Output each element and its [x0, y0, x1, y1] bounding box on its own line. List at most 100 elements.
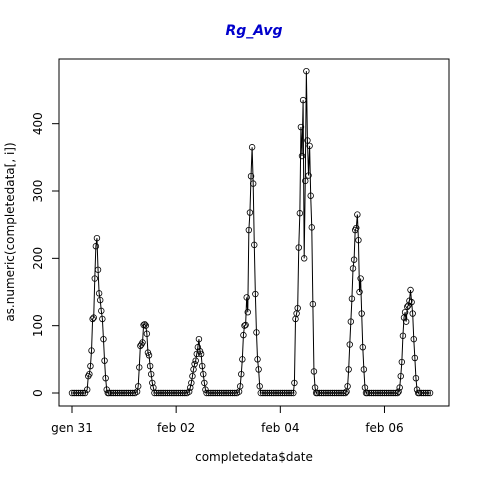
data-point	[251, 241, 258, 249]
data-point	[205, 389, 212, 397]
data-point	[141, 321, 148, 328]
y-tick-label: 0	[31, 389, 45, 397]
data-point	[77, 389, 84, 397]
data-point	[324, 389, 332, 397]
x-tick-label: feb 02	[157, 421, 195, 435]
data-point	[179, 389, 186, 397]
data-point	[102, 374, 109, 382]
data-point	[277, 389, 284, 397]
data-point	[73, 389, 80, 397]
data-point	[120, 389, 128, 397]
data-point	[146, 362, 154, 370]
data-point	[296, 210, 304, 217]
data-point	[207, 389, 215, 397]
data-point	[320, 389, 327, 397]
data-point	[249, 180, 257, 187]
data-point	[181, 389, 189, 397]
data-point	[342, 389, 349, 397]
data-point	[170, 389, 178, 397]
data-point	[353, 224, 360, 232]
data-point	[398, 358, 406, 366]
data-point	[372, 389, 379, 397]
data-point	[166, 389, 173, 397]
data-point	[387, 389, 395, 397]
data-point	[203, 389, 210, 397]
data-point	[279, 389, 286, 397]
data-point	[79, 389, 87, 397]
data-point	[202, 386, 209, 393]
data-point	[368, 389, 375, 397]
data-point	[416, 389, 423, 397]
data-point	[396, 384, 403, 391]
data-point	[305, 172, 312, 179]
data-point	[116, 389, 123, 397]
data-point	[162, 389, 169, 397]
data-point	[242, 321, 249, 329]
data-point	[287, 389, 295, 397]
data-point	[412, 374, 420, 382]
data-point	[347, 318, 355, 325]
data-point	[227, 389, 234, 397]
data-point	[327, 389, 334, 397]
data-point	[360, 366, 368, 373]
data-point	[197, 350, 205, 358]
data-point	[300, 255, 308, 262]
data-point	[333, 389, 340, 397]
data-point	[426, 389, 434, 397]
data-point	[142, 322, 149, 329]
data-point	[340, 389, 347, 397]
data-point	[68, 389, 76, 397]
data-point	[95, 290, 103, 297]
data-point	[354, 211, 361, 218]
data-point	[187, 384, 194, 391]
data-point	[189, 372, 196, 380]
data-point	[257, 389, 264, 397]
data-point	[91, 275, 98, 282]
x-tick-label: feb 04	[261, 421, 299, 435]
data-point	[177, 389, 184, 397]
data-point	[359, 344, 366, 351]
data-point	[418, 389, 425, 397]
data-point	[236, 383, 244, 390]
data-point	[143, 330, 151, 337]
data-point	[355, 236, 362, 244]
data-point	[159, 389, 167, 397]
data-point	[216, 389, 223, 397]
data-point	[192, 357, 199, 364]
data-point	[94, 266, 102, 273]
data-point	[302, 177, 309, 185]
data-point	[168, 389, 176, 397]
data-point	[255, 366, 262, 373]
data-point	[335, 389, 343, 397]
data-point	[157, 389, 165, 397]
data-point	[395, 388, 402, 395]
data-point	[248, 144, 256, 151]
data-point	[383, 389, 390, 397]
data-point	[379, 389, 386, 397]
data-point	[254, 356, 261, 363]
data-point	[83, 386, 91, 393]
data-point	[247, 172, 255, 180]
data-point	[297, 123, 305, 131]
data-point	[285, 389, 293, 397]
data-point	[114, 389, 121, 397]
data-point	[322, 389, 330, 397]
data-point	[188, 379, 195, 387]
data-point	[200, 370, 207, 378]
data-point	[239, 356, 246, 363]
data-point	[259, 389, 267, 397]
data-point	[402, 318, 410, 325]
data-point	[144, 349, 152, 356]
y-tick-label: 100	[31, 314, 45, 337]
data-point	[405, 302, 412, 309]
data-point	[105, 389, 113, 397]
data-point	[422, 389, 429, 397]
data-point	[99, 315, 106, 323]
data-point	[329, 389, 336, 397]
data-point	[346, 341, 353, 348]
data-point	[397, 372, 404, 380]
data-point	[268, 389, 275, 397]
data-point	[136, 364, 143, 371]
data-point	[241, 322, 248, 329]
